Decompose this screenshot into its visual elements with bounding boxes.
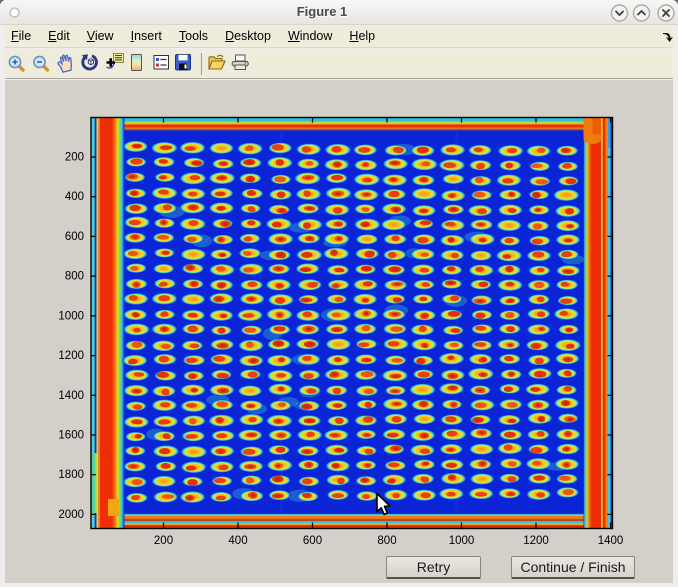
svg-text:1200: 1200: [58, 350, 84, 362]
svg-text:400: 400: [228, 535, 247, 547]
svg-text:800: 800: [377, 535, 396, 547]
svg-text:1600: 1600: [58, 430, 84, 442]
svg-text:600: 600: [65, 231, 84, 243]
svg-text:1000: 1000: [58, 310, 84, 322]
svg-text:600: 600: [303, 535, 322, 547]
svg-text:2000: 2000: [58, 509, 84, 521]
svg-text:200: 200: [154, 535, 173, 547]
svg-text:1000: 1000: [449, 535, 475, 547]
svg-text:200: 200: [65, 152, 84, 164]
svg-text:400: 400: [65, 191, 84, 203]
svg-text:1200: 1200: [523, 535, 549, 547]
svg-text:1400: 1400: [58, 390, 84, 402]
svg-text:1400: 1400: [598, 535, 624, 547]
svg-text:1800: 1800: [58, 469, 84, 481]
svg-text:800: 800: [65, 271, 84, 283]
